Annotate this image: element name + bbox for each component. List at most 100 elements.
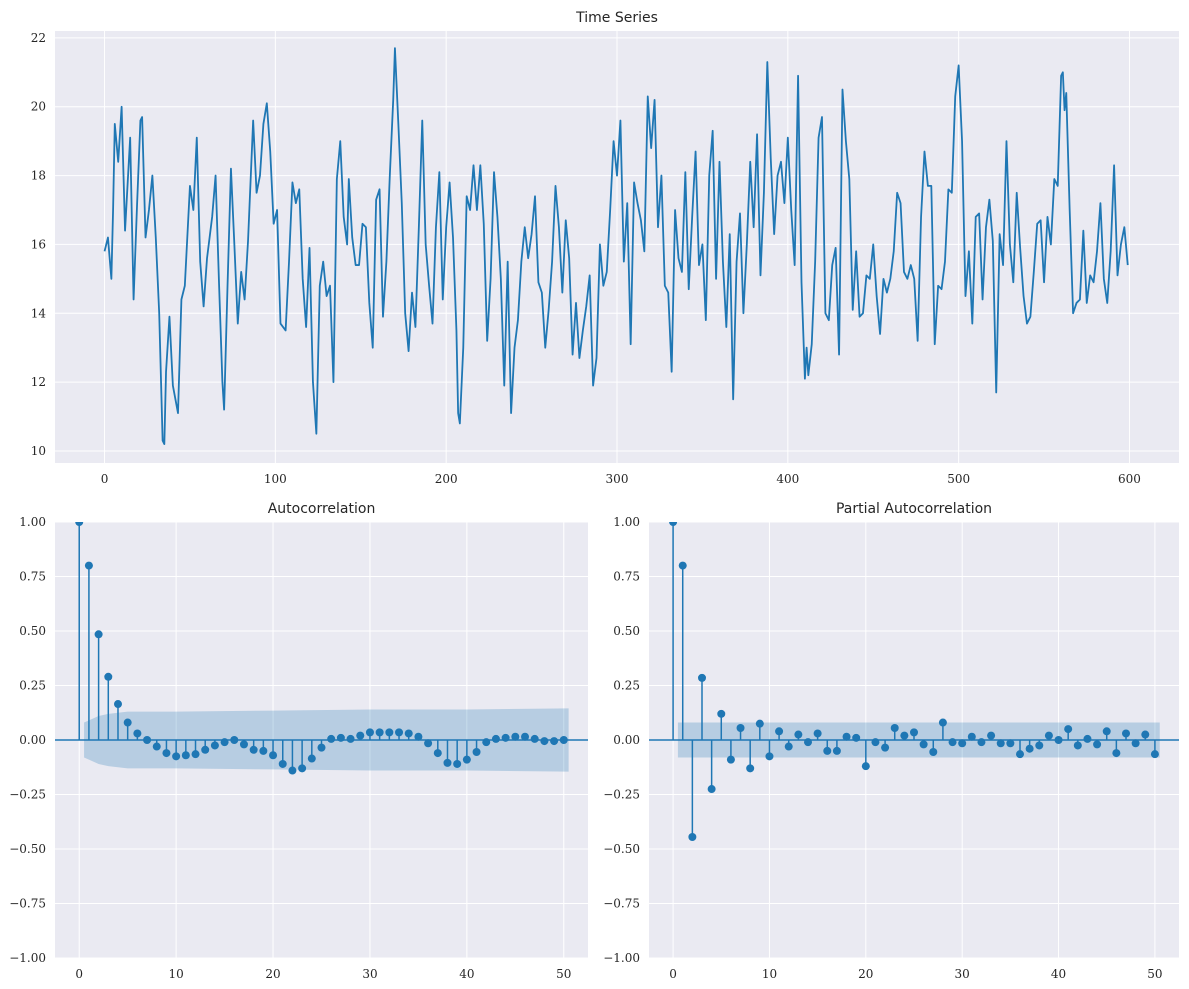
pacf-stem-marker	[1131, 739, 1140, 748]
acf-stem-marker	[365, 728, 374, 737]
pacf-stem-marker	[1150, 750, 1159, 759]
acf-y-tick-label: 1.00	[19, 515, 46, 529]
acf-stem-marker	[172, 752, 181, 761]
pacf-stem-marker	[784, 742, 793, 751]
pacf-stem-marker	[775, 727, 784, 736]
pacf-stem-marker	[1122, 729, 1130, 738]
acf-x-tick-label: 30	[362, 967, 377, 981]
acf-y-tick-label: 0.50	[19, 624, 46, 638]
pacf-stem-marker	[1112, 749, 1121, 758]
acf-y-tick-label: −0.75	[9, 897, 46, 911]
acf-y-tick-label: −0.25	[9, 788, 46, 802]
acf-stem-marker	[75, 522, 84, 526]
pacf-stem-marker	[958, 739, 967, 748]
pacf-stem-marker	[910, 728, 918, 737]
acf-x-tick-label: 0	[75, 967, 83, 981]
acf-x-tick-label: 50	[556, 967, 571, 981]
acf-stem-marker	[84, 561, 93, 570]
acf-stem-marker	[375, 728, 384, 737]
acf-stem-marker	[462, 755, 471, 764]
acf-stem-marker	[491, 734, 500, 743]
acf-stem-marker	[511, 732, 520, 741]
acf-stem-marker	[201, 745, 210, 754]
pacf-stem-marker	[717, 709, 726, 718]
pacf-y-tick-label: 0.75	[613, 570, 640, 584]
ts-y-tick-label: 10	[31, 444, 46, 458]
acf-y-tick-label: 0.75	[19, 570, 46, 584]
acf-stem-marker	[346, 734, 355, 743]
pacf-x-tick-label: 50	[1147, 967, 1162, 981]
ts-x-tick-label: 500	[947, 472, 970, 486]
pacf-stem-marker	[736, 724, 745, 733]
ts-x-tick-label: 100	[264, 472, 287, 486]
acf-stem-marker	[191, 750, 200, 759]
pacf-stem-marker	[755, 719, 764, 728]
acf-stem-marker	[550, 737, 559, 746]
acf-stem-marker	[152, 742, 161, 751]
pacf-stem-marker	[1102, 727, 1111, 736]
acf-stem-marker	[133, 729, 142, 738]
ts-title: Time Series	[575, 10, 658, 26]
pacf-y-tick-label: −0.25	[603, 788, 640, 802]
pacf-stem-marker	[726, 755, 735, 764]
acf-stem-marker	[307, 754, 316, 763]
acf-stem-marker	[443, 758, 452, 767]
pacf-x-tick-label: 40	[1051, 967, 1066, 981]
pacf-stem-marker	[823, 746, 832, 755]
ts-x-tick-label: 0	[101, 472, 109, 486]
acf-y-tick-label: 0.00	[19, 733, 46, 747]
ts-y-tick-label: 16	[31, 237, 46, 251]
acf-stem-marker	[278, 759, 287, 768]
pacf-x-tick-label: 20	[858, 967, 873, 981]
pacf-y-tick-label: −0.50	[603, 842, 640, 856]
pacf-x-tick-label: 10	[762, 967, 777, 981]
pacf-stem-marker	[1073, 741, 1082, 750]
pacf-stem-marker	[967, 732, 976, 741]
pacf-stem-marker	[746, 764, 755, 773]
pacf-stem-marker	[1006, 739, 1015, 748]
pacf-stem-marker	[1054, 736, 1063, 744]
pacf-stem-marker	[1093, 740, 1102, 749]
acf-stem-marker	[113, 700, 122, 709]
pacf-y-tick-label: −1.00	[603, 951, 640, 965]
time-series-plot: 0 100 200 300 400 500 600 10 12 14 16 18 20 22 Time Se…	[31, 10, 1179, 486]
acf-stem-marker	[298, 764, 307, 773]
acf-stem-marker	[259, 746, 268, 755]
pacf-stem-marker	[900, 731, 909, 740]
acf-stem-marker	[501, 733, 510, 742]
pacf-stem-marker	[852, 733, 861, 742]
acf-stem-marker	[239, 740, 248, 749]
pacf-stem-marker	[813, 729, 822, 738]
ts-x-tick-label: 300	[606, 472, 629, 486]
pacf-stem-marker	[804, 738, 812, 747]
acf-data-layer	[55, 522, 588, 775]
ts-x-tick-label: 400	[776, 472, 799, 486]
ts-y-tick-label: 14	[31, 306, 47, 320]
pacf-stem-marker	[794, 730, 803, 739]
pacf-stem-marker	[871, 738, 880, 747]
pacf-title: Partial Autocorrelation	[836, 501, 992, 517]
ts-y-tick-label: 20	[31, 100, 46, 114]
pacf-data-layer	[649, 522, 1179, 842]
ts-series-line	[103, 47, 1129, 445]
acf-stem-marker	[220, 738, 229, 747]
acf-stem-marker	[530, 734, 539, 743]
pacf-stem-marker	[842, 732, 851, 741]
ts-x-tick-label: 200	[435, 472, 458, 486]
pacf-stem-marker	[861, 762, 870, 771]
ts-data-layer	[103, 47, 1129, 445]
acf-stem-marker	[414, 732, 423, 741]
acf-stem-marker	[385, 728, 394, 737]
acf-stem-marker	[143, 736, 152, 744]
pacf-stem-marker	[765, 752, 774, 761]
pacf-y-tick-label: −0.75	[603, 897, 640, 911]
acf-x-tick-label: 40	[459, 967, 474, 981]
pacf-stem-marker	[977, 738, 986, 747]
pacf-stem-marker	[1035, 741, 1044, 750]
pacf-x-tick-label: 0	[669, 967, 677, 981]
pacf-stem-marker	[678, 561, 687, 570]
acf-stem-marker	[249, 745, 258, 754]
acf-y-tick-label: −0.50	[9, 842, 46, 856]
acf-title: Autocorrelation	[268, 501, 376, 517]
